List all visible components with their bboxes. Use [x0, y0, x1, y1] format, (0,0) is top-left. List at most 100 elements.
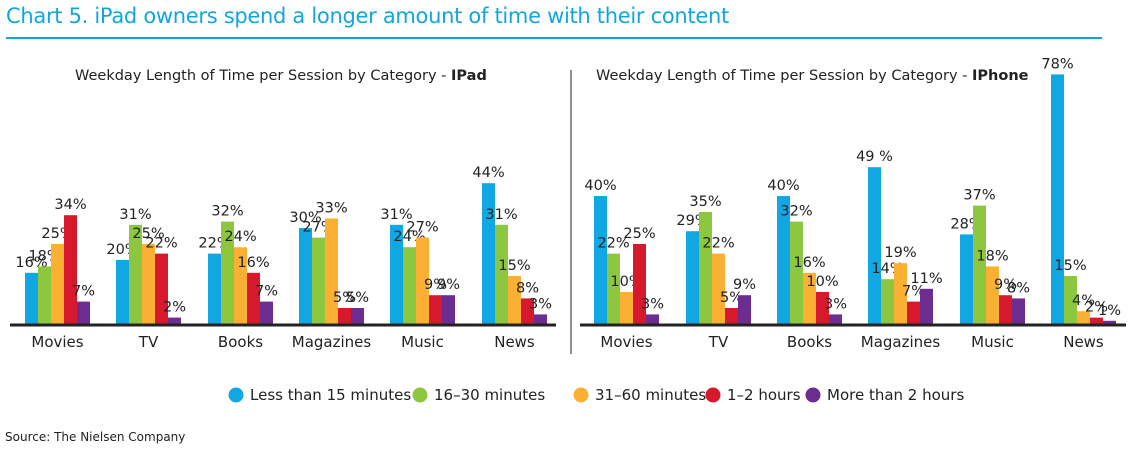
legend-swatch: [705, 387, 721, 403]
bar-news-s1: [495, 224, 508, 324]
data-label: 1%: [1098, 303, 1121, 319]
category-label: Books: [787, 333, 832, 351]
bar-magazines-s2: [325, 218, 338, 324]
data-label: 25%: [132, 226, 164, 242]
bar-music-s0: [960, 234, 973, 324]
data-label: 18%: [976, 248, 1008, 264]
data-label: 19%: [884, 245, 916, 261]
legend-item: 1–2 hours: [705, 386, 801, 404]
data-label: 32%: [211, 204, 243, 220]
bar-news-s0: [482, 183, 495, 324]
legend: Less than 15 minutes 16–30 minutes 31–60 m…: [228, 386, 964, 404]
bar-music-s0: [390, 224, 403, 324]
bar-movies-s3: [633, 244, 646, 324]
bar-movies-s4: [77, 301, 90, 324]
data-label: 2%: [163, 300, 186, 316]
legend-label: 16–30 minutes: [434, 386, 545, 404]
bar-news-s1: [1064, 276, 1077, 324]
legend-swatch: [573, 387, 589, 403]
bar-tv-s1: [699, 212, 712, 324]
data-label: 3%: [529, 296, 552, 312]
bar-books-s3: [247, 272, 260, 324]
data-label: 9%: [994, 277, 1017, 293]
data-label: 37%: [963, 188, 995, 204]
data-label: 34%: [54, 197, 86, 213]
legend-label: More than 2 hours: [827, 386, 964, 404]
data-label: 78%: [1041, 56, 1073, 72]
data-label: 11%: [910, 271, 942, 287]
legend-item: More than 2 hours: [805, 386, 964, 404]
data-label: 5%: [720, 290, 743, 306]
data-label: 9%: [733, 277, 756, 293]
bar-movies-s2: [51, 244, 64, 324]
data-label: 15%: [498, 258, 530, 274]
data-label: 9%: [437, 277, 460, 293]
bar-magazines-s4: [920, 288, 933, 324]
data-label: 9%: [424, 277, 447, 293]
bar-books-s0: [208, 253, 221, 324]
bar-books-s1: [790, 221, 803, 324]
data-label: 22%: [145, 236, 177, 252]
bar-movies-s4: [646, 314, 659, 324]
bar-movies-s3: [64, 215, 77, 324]
bar-books-s0: [777, 196, 790, 324]
bar-music-s1: [973, 205, 986, 324]
data-label: 24%: [224, 229, 256, 245]
data-label: 7%: [72, 284, 95, 300]
data-label: 16%: [237, 255, 269, 271]
legend-label: Less than 15 minutes: [250, 386, 411, 404]
bar-music-s3: [429, 295, 442, 324]
bar-news-s4: [534, 314, 547, 324]
category-label: Magazines: [292, 333, 372, 351]
bar-tv-s1: [129, 224, 142, 324]
category-label: TV: [708, 333, 729, 351]
bar-news-s3: [521, 298, 534, 324]
data-label: 40%: [767, 178, 799, 194]
bar-magazines-s4: [351, 308, 364, 324]
bar-books-s3: [816, 292, 829, 324]
bar-movies-s1: [607, 253, 620, 324]
panel-title-device: IPad: [451, 68, 487, 84]
panel-title: Weekday Length of Time per Session by Ca…: [75, 68, 487, 84]
panel-title-prefix: Weekday Length of Time per Session by Ca…: [596, 68, 972, 84]
panel-ipad: Weekday Length of Time per Session by Ca…: [10, 68, 556, 351]
data-label: 3%: [641, 296, 664, 312]
bar-tv-s3: [155, 253, 168, 324]
data-label: 8%: [1007, 280, 1030, 296]
legend-swatch: [228, 387, 244, 403]
data-label: 22%: [597, 236, 629, 252]
data-label: 30%: [289, 210, 321, 226]
bar-music-s2: [416, 237, 429, 324]
bar-news-s3: [1090, 317, 1103, 324]
legend-swatch: [805, 387, 821, 403]
bar-news-s2: [508, 276, 521, 324]
legend-swatch: [412, 387, 428, 403]
bar-books-s4: [260, 301, 273, 324]
data-label: 33%: [315, 200, 347, 216]
category-label: Books: [218, 333, 263, 351]
bar-music-s4: [1012, 298, 1025, 324]
bar-books-s2: [803, 272, 816, 324]
legend-label: 1–2 hours: [727, 386, 801, 404]
bar-magazines-s3: [338, 308, 351, 324]
data-label: 10%: [806, 274, 838, 290]
bar-movies-s1: [38, 266, 51, 324]
bar-magazines-s3: [907, 301, 920, 324]
data-label: 7%: [902, 284, 925, 300]
panel-title: Weekday Length of Time per Session by Ca…: [596, 68, 1029, 84]
data-label: 15%: [1054, 258, 1086, 274]
category-label: News: [1063, 333, 1104, 351]
data-label: 44%: [472, 165, 504, 181]
bar-news-s0: [1051, 74, 1064, 325]
legend-item: 31–60 minutes: [573, 386, 706, 404]
bar-movies-s0: [594, 196, 607, 324]
data-label: 5%: [346, 290, 369, 306]
bar-tv-s2: [142, 244, 155, 324]
bar-tv-s0: [686, 231, 699, 324]
data-label: 16%: [793, 255, 825, 271]
bar-tv-s3: [725, 308, 738, 324]
legend-item: Less than 15 minutes: [228, 386, 411, 404]
panel-iphone: Weekday Length of Time per Session by Ca…: [580, 56, 1126, 351]
data-label: 22%: [702, 236, 734, 252]
category-label: Movies: [31, 333, 83, 351]
